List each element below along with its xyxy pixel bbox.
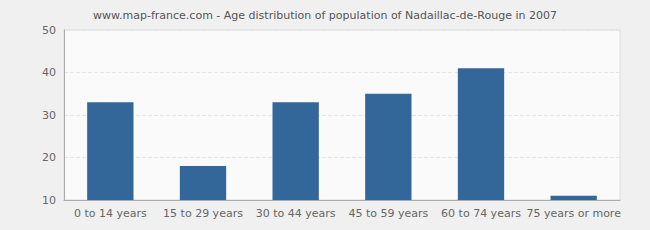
svg-text:0 to 14 years: 0 to 14 years <box>74 207 147 220</box>
svg-text:30: 30 <box>42 109 56 122</box>
svg-text:www.map-france.com - Age distr: www.map-france.com - Age distribution of… <box>93 9 557 22</box>
svg-text:45 to 59 years: 45 to 59 years <box>348 207 428 220</box>
svg-text:10: 10 <box>42 194 56 207</box>
svg-text:75 years or more: 75 years or more <box>526 207 621 220</box>
svg-text:60 to 74 years: 60 to 74 years <box>441 207 521 220</box>
svg-text:15 to 29 years: 15 to 29 years <box>163 207 243 220</box>
svg-text:40: 40 <box>42 66 56 79</box>
svg-text:50: 50 <box>42 24 56 37</box>
svg-text:20: 20 <box>42 151 56 164</box>
svg-text:30 to 44 years: 30 to 44 years <box>256 207 336 220</box>
